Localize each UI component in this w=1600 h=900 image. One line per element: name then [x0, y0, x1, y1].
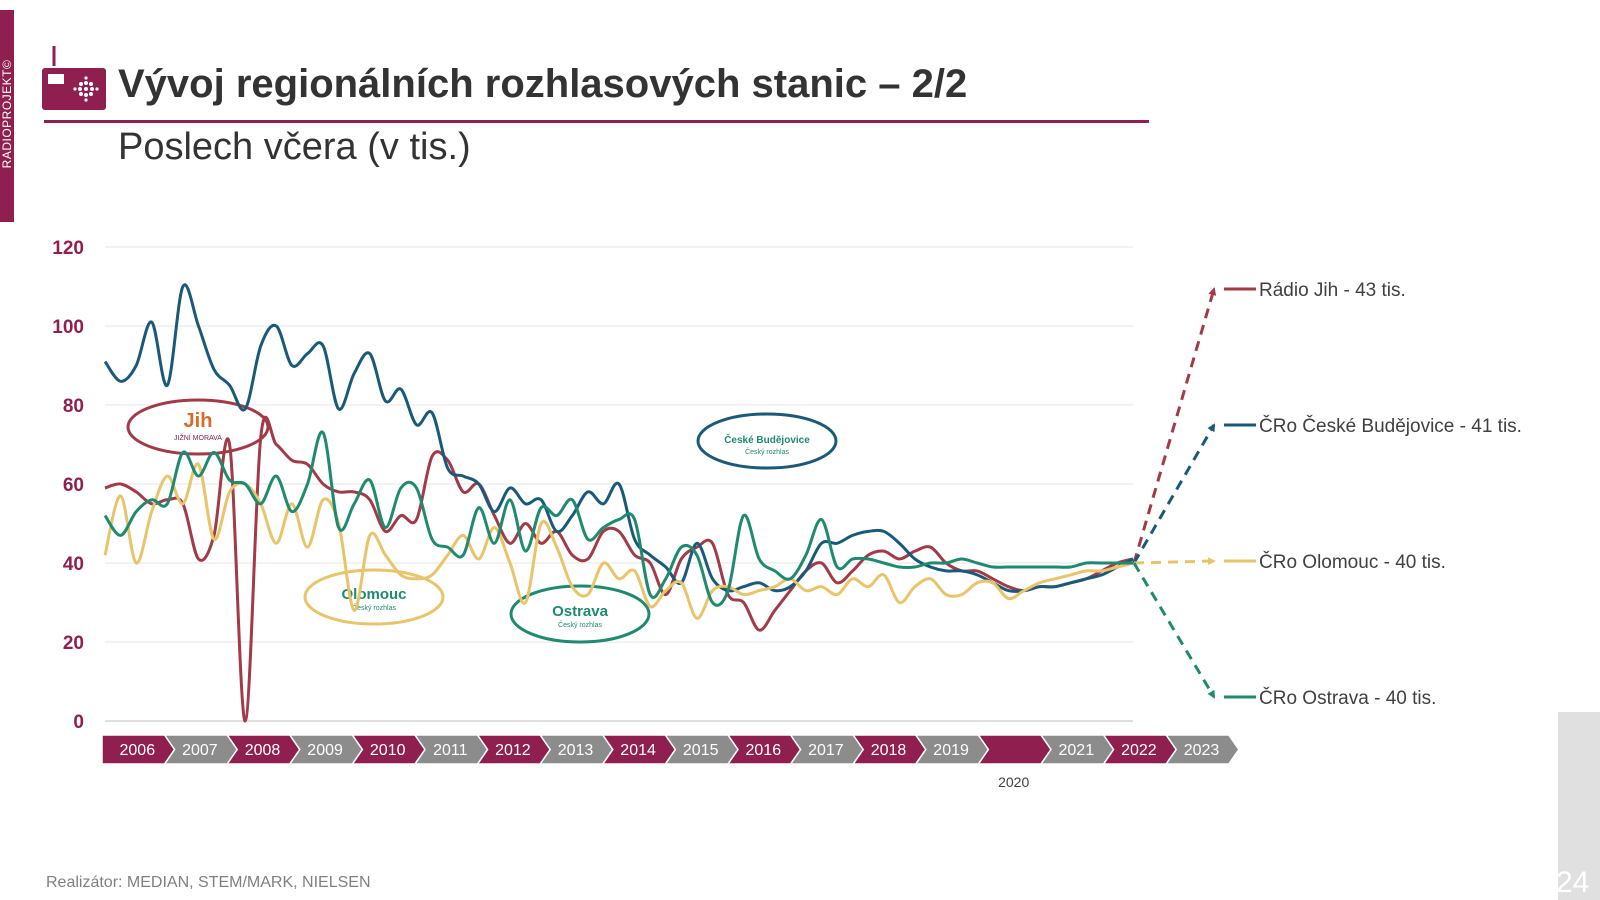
series-callout-label: ČRo Olomouc - 40 tis. [1259, 551, 1446, 573]
series-line [104, 415, 1134, 723]
year-chevron [1164, 734, 1240, 765]
y-tick-label: 20 [63, 633, 84, 654]
logo-subtext: Český rozhlas [352, 603, 396, 612]
projection-arrow [1132, 423, 1216, 564]
series-line [103, 430, 1133, 607]
logo-subtext: JIŽNÍ MORAVA [174, 433, 222, 442]
year-label: 2009 [307, 742, 343, 759]
page-subtitle: Poslech včera (v tis.) [118, 126, 471, 168]
year-label: 2019 [933, 742, 969, 759]
y-tick-label: 40 [63, 554, 84, 575]
year-label: 2022 [1121, 742, 1157, 759]
logo-ellipse [696, 412, 838, 470]
series-callout-label: Rádio Jih - 43 tis. [1259, 280, 1406, 301]
y-tick-label: 120 [52, 238, 84, 259]
page-number: 24 [1556, 866, 1590, 899]
y-tick-label: 60 [63, 475, 84, 496]
year-label: 2018 [871, 742, 907, 759]
logo-subtext: Český rozhlas [558, 620, 602, 629]
year-label: 2008 [245, 742, 281, 759]
logo-ellipse [126, 398, 270, 456]
year-label: 2015 [683, 742, 719, 759]
year-label: 2014 [620, 742, 656, 759]
projection-arrow [1132, 287, 1217, 564]
series-callout-label: ČRo Ostrava - 40 tis. [1259, 687, 1436, 709]
page-title: Vývoj regionálních rozhlasových stanic –… [118, 62, 968, 106]
page-number-box [1558, 712, 1600, 900]
logo-text: České Budějovice [724, 433, 810, 446]
logo-ellipse [509, 584, 651, 644]
y-tick-label: 100 [52, 317, 84, 338]
series-callout-label: ČRo České Budějovice - 41 tis. [1259, 415, 1522, 437]
title-divider [44, 120, 1149, 123]
y-tick-label: 80 [63, 396, 84, 417]
radio-icon [42, 46, 106, 110]
year-label: 2021 [1059, 742, 1095, 759]
year-label: 2011 [433, 742, 468, 759]
source-note: Realizátor: MEDIAN, STEM/MARK, NIELSEN [46, 874, 371, 891]
year-label: 2012 [495, 742, 531, 759]
logo-subtext: Český rozhlas [745, 447, 789, 456]
year-label: 2023 [1184, 742, 1220, 759]
logo-text: Jih [184, 410, 213, 432]
year-label-2020: 2020 [998, 774, 1029, 790]
year-label: 2006 [120, 742, 156, 759]
year-label: 2017 [808, 742, 844, 759]
year-label: 2013 [558, 742, 594, 759]
year-label: 2007 [182, 742, 218, 759]
y-tick-label: 0 [73, 712, 84, 733]
series-line [103, 283, 1134, 593]
side-brand-bar [0, 10, 14, 222]
year-label: 2010 [370, 742, 406, 759]
projection-arrow [1132, 562, 1216, 699]
logo-text: Ostrava [552, 603, 609, 620]
logo-ellipse [303, 568, 445, 626]
series-line [103, 462, 1134, 620]
projection-arrow [1133, 557, 1216, 566]
year-chevron [976, 734, 1052, 765]
year-label: 2016 [746, 742, 782, 759]
